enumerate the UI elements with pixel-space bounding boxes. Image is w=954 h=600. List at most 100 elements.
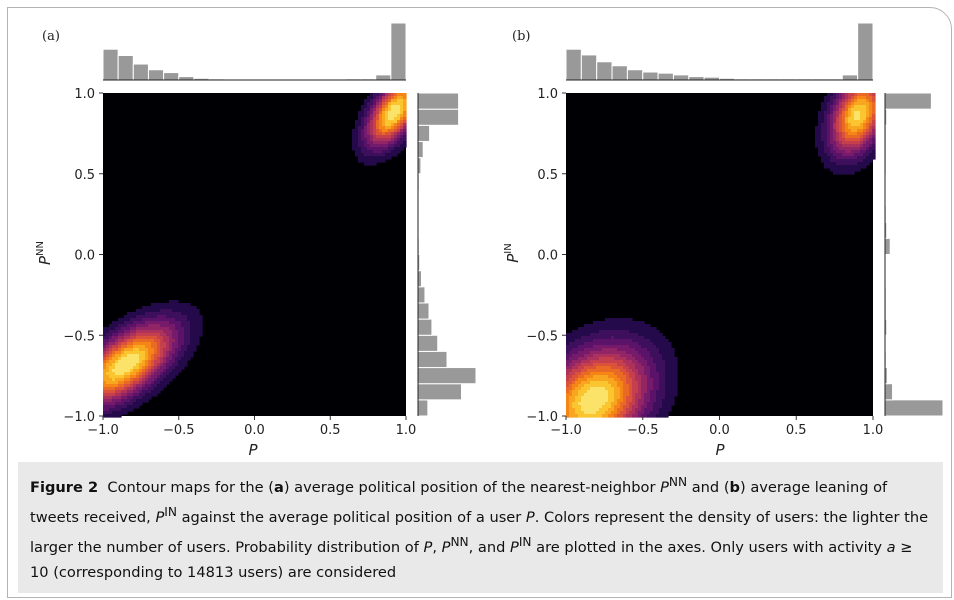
- density-cell: [379, 105, 383, 109]
- density-cell: [584, 360, 588, 364]
- density-cell: [178, 366, 182, 370]
- density-cell: [830, 102, 834, 106]
- density-cell: [142, 351, 146, 355]
- density-cell: [872, 96, 876, 100]
- density-cell: [599, 387, 603, 391]
- density-cell: [656, 342, 660, 346]
- density-cell: [824, 141, 828, 145]
- density-cell: [581, 354, 585, 358]
- density-cell: [373, 102, 377, 106]
- density-cell: [647, 363, 651, 367]
- density-cell: [403, 114, 407, 118]
- density-cell: [172, 324, 176, 328]
- density-cell: [121, 399, 125, 403]
- density-cell: [148, 396, 152, 400]
- density-cell: [608, 393, 612, 397]
- panel-a-y-label-sup: NN: [35, 241, 46, 256]
- density-cell: [629, 405, 633, 409]
- density-cell: [139, 399, 143, 403]
- density-cell: [836, 156, 840, 160]
- density-cell: [830, 138, 834, 142]
- density-cell: [824, 150, 828, 154]
- density-cell: [599, 348, 603, 352]
- density-cell: [836, 132, 840, 136]
- density-cell: [623, 357, 627, 361]
- density-cell: [602, 384, 606, 388]
- density-cell: [400, 99, 404, 103]
- density-cell: [650, 405, 654, 409]
- density-cell: [593, 390, 597, 394]
- density-cell: [151, 318, 155, 322]
- density-cell: [830, 99, 834, 103]
- density-cell: [121, 387, 125, 391]
- density-cell: [112, 372, 116, 376]
- density-cell: [118, 399, 122, 403]
- density-cell: [166, 372, 170, 376]
- density-cell: [373, 108, 377, 112]
- density-cell: [385, 150, 389, 154]
- density-cell: [154, 303, 158, 307]
- density-cell: [839, 93, 843, 97]
- density-cell: [629, 390, 633, 394]
- density-cell: [668, 399, 672, 403]
- density-cell: [632, 399, 636, 403]
- density-cell: [106, 351, 110, 355]
- density-cell: [845, 129, 849, 133]
- density-cell: [403, 108, 407, 112]
- density-cell: [845, 153, 849, 157]
- density-cell: [668, 372, 672, 376]
- density-cell: [385, 117, 389, 121]
- density-cell: [130, 330, 134, 334]
- density-cell: [839, 117, 843, 121]
- marginal-x-bar: [147, 69, 165, 81]
- density-cell: [394, 123, 398, 127]
- density-cell: [400, 108, 404, 112]
- density-cell: [629, 318, 633, 322]
- density-cell: [566, 381, 570, 385]
- density-cell: [394, 117, 398, 121]
- density-cell: [593, 327, 597, 331]
- density-cell: [638, 369, 642, 373]
- density-cell: [124, 384, 128, 388]
- density-cell: [842, 162, 846, 166]
- density-cell: [593, 393, 597, 397]
- density-cell: [142, 366, 146, 370]
- density-cell: [382, 126, 386, 130]
- density-cell: [629, 375, 633, 379]
- density-cell: [127, 390, 131, 394]
- density-cell: [112, 402, 116, 406]
- density-cell: [653, 405, 657, 409]
- density-cell: [635, 408, 639, 412]
- density-cell: [193, 309, 197, 313]
- density-cell: [124, 339, 128, 343]
- density-cell: [584, 330, 588, 334]
- density-cell: [608, 390, 612, 394]
- density-cell: [175, 366, 179, 370]
- density-cell: [190, 330, 194, 334]
- density-cell: [151, 312, 155, 316]
- density-cell: [112, 336, 116, 340]
- density-cell: [836, 144, 840, 148]
- density-cell: [394, 108, 398, 112]
- density-cell: [842, 108, 846, 112]
- density-cell: [367, 150, 371, 154]
- density-cell: [848, 153, 852, 157]
- marginal-x-bar: [611, 65, 628, 81]
- density-cell: [370, 162, 374, 166]
- caption-ref-b: b: [729, 478, 740, 496]
- density-cell: [118, 381, 122, 385]
- density-cell: [620, 324, 624, 328]
- density-cell: [869, 105, 873, 109]
- density-cell: [133, 396, 137, 400]
- density-cell: [842, 159, 846, 163]
- density-cell: [361, 150, 365, 154]
- density-cell: [388, 93, 392, 97]
- density-cell: [397, 129, 401, 133]
- density-cell: [839, 141, 843, 145]
- density-cell: [136, 366, 140, 370]
- density-cell: [659, 372, 663, 376]
- density-cell: [593, 333, 597, 337]
- density-cell: [845, 93, 849, 97]
- density-cell: [190, 345, 194, 349]
- density-cell: [160, 330, 164, 334]
